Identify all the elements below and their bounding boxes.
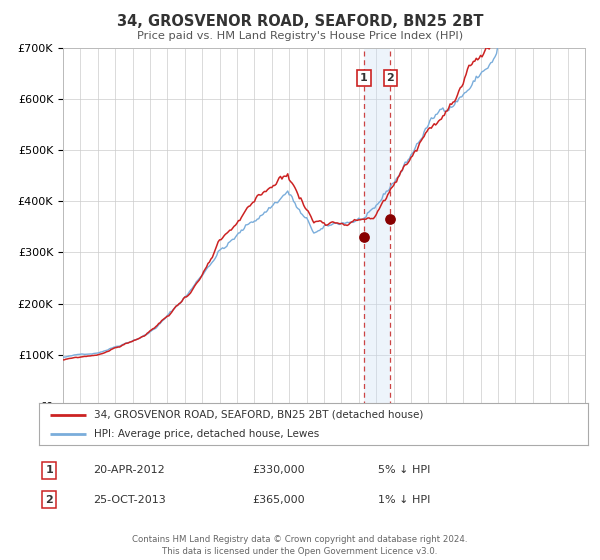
Text: HPI: Average price, detached house, Lewes: HPI: Average price, detached house, Lewe… <box>94 429 319 439</box>
Text: 20-APR-2012: 20-APR-2012 <box>93 465 165 475</box>
Text: 1: 1 <box>360 73 368 83</box>
Text: This data is licensed under the Open Government Licence v3.0.: This data is licensed under the Open Gov… <box>163 547 437 556</box>
Text: Contains HM Land Registry data © Crown copyright and database right 2024.: Contains HM Land Registry data © Crown c… <box>132 535 468 544</box>
Point <box>386 214 395 223</box>
Bar <box>364 48 391 406</box>
Text: 1: 1 <box>46 465 53 475</box>
Text: 2: 2 <box>46 494 53 505</box>
Text: £365,000: £365,000 <box>252 494 305 505</box>
Text: 25-OCT-2013: 25-OCT-2013 <box>93 494 166 505</box>
Text: 2: 2 <box>386 73 394 83</box>
Text: Price paid vs. HM Land Registry's House Price Index (HPI): Price paid vs. HM Land Registry's House … <box>137 31 463 41</box>
Text: 34, GROSVENOR ROAD, SEAFORD, BN25 2BT (detached house): 34, GROSVENOR ROAD, SEAFORD, BN25 2BT (d… <box>94 409 423 419</box>
Text: £330,000: £330,000 <box>252 465 305 475</box>
Text: 5% ↓ HPI: 5% ↓ HPI <box>378 465 430 475</box>
Text: 34, GROSVENOR ROAD, SEAFORD, BN25 2BT: 34, GROSVENOR ROAD, SEAFORD, BN25 2BT <box>117 14 483 29</box>
Point <box>359 232 369 241</box>
Text: 1% ↓ HPI: 1% ↓ HPI <box>378 494 430 505</box>
